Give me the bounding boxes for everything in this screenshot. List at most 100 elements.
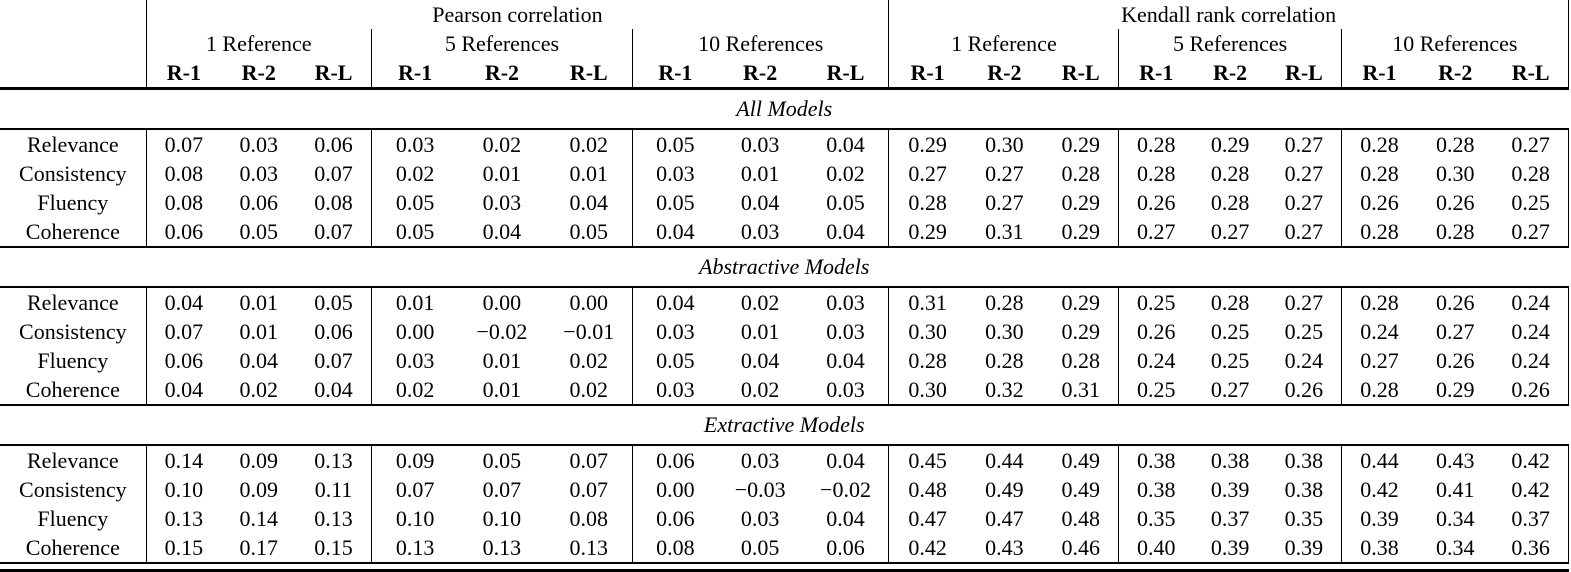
value-cell: 0.28 <box>1118 159 1194 188</box>
value-cell: 0.03 <box>239 160 278 186</box>
value-cell: 0.38 <box>1340 533 1418 564</box>
value-cell: 0.48 <box>888 475 966 504</box>
metric-header: R-1 <box>145 58 222 90</box>
metric-header: R-1 <box>1340 58 1418 90</box>
value-cell: 0.05 <box>370 217 459 247</box>
metric-header: R-2 <box>717 58 803 90</box>
value-cell: 0.03 <box>370 129 459 159</box>
value-cell: 0.24 <box>1493 346 1570 375</box>
value-cell: 0.04 <box>239 347 278 373</box>
value-cell: 0.00 <box>569 289 609 315</box>
value-cell: 0.27 <box>1493 217 1570 247</box>
value-cell: 0.13 <box>314 447 353 473</box>
metric-header: R-2 <box>221 58 297 90</box>
corner-cell <box>0 29 146 58</box>
value-cell: 0.43 <box>1436 447 1475 473</box>
table-row: Coherence 0.04 0.02 0.04 0.02 0.01 0.02 0.03 0.0… <box>0 375 1570 405</box>
value-cell: 0.06 <box>145 346 222 375</box>
value-cell: 0.04 <box>826 505 865 531</box>
value-cell: 0.05 <box>717 533 803 564</box>
value-cell: 0.30 <box>985 318 1024 344</box>
value-cell: 0.14 <box>239 505 278 531</box>
value-cell: 0.28 <box>1340 159 1418 188</box>
row-label: Coherence <box>25 376 120 402</box>
value-cell: 0.02 <box>569 376 609 402</box>
value-cell: 0.27 <box>1210 376 1250 402</box>
value-cell: 0.28 <box>985 289 1024 315</box>
value-cell: 0.34 <box>1417 533 1494 564</box>
value-cell: 0.03 <box>740 218 780 244</box>
value-cell: 0.02 <box>569 347 609 373</box>
row-label: Fluency <box>37 505 109 531</box>
value-cell: 0.06 <box>239 189 278 215</box>
value-cell: 0.24 <box>1493 317 1570 346</box>
value-cell: 0.05 <box>632 129 718 159</box>
value-cell: 0.25 <box>1493 188 1570 217</box>
value-cell: 0.02 <box>740 289 780 315</box>
metric-header: R-1 <box>888 58 966 90</box>
value-cell: 0.41 <box>1436 476 1475 502</box>
value-cell: 0.38 <box>1284 476 1324 502</box>
value-cell: 0.26 <box>1118 188 1194 217</box>
table-row: Consistency 0.10 0.09 0.11 0.07 0.07 0.07 0.00−… <box>0 475 1570 504</box>
value-cell: 0.28 <box>1210 160 1250 186</box>
value-cell: −0.03 <box>734 476 786 502</box>
value-cell: 0.27 <box>1340 346 1418 375</box>
value-cell: 0.32 <box>985 376 1024 402</box>
value-cell: 0.28 <box>888 346 966 375</box>
metric-header: R-1 <box>632 58 718 90</box>
value-cell: 0.06 <box>632 504 718 533</box>
metric-header: R-1 <box>1118 58 1194 90</box>
section-title: Abstractive Models <box>0 246 1569 288</box>
value-cell: 0.42 <box>1340 475 1418 504</box>
value-cell: 0.02 <box>826 160 865 186</box>
value-cell: −0.02 <box>820 476 871 502</box>
value-cell: 0.28 <box>1210 289 1250 315</box>
value-cell: 0.31 <box>985 218 1024 244</box>
value-cell: 0.04 <box>314 376 353 402</box>
value-cell: 0.30 <box>888 317 966 346</box>
metric-header: R-L <box>296 58 372 90</box>
group-header-row: Pearson correlation Kendall rank correla… <box>0 0 1569 29</box>
row-label: Relevance <box>27 131 119 157</box>
value-cell: 0.09 <box>239 447 278 473</box>
table-row: Consistency 0.08 0.03 0.07 0.02 0.01 0.01 0.03 0… <box>0 159 1570 188</box>
value-cell: 0.04 <box>482 218 522 244</box>
value-cell: 0.25 <box>1210 318 1250 344</box>
value-cell: 0.45 <box>888 445 966 475</box>
value-cell: 0.43 <box>965 533 1043 564</box>
value-cell: 0.04 <box>826 218 865 244</box>
value-cell: 0.30 <box>1436 160 1475 186</box>
value-cell: 0.07 <box>370 475 459 504</box>
row-label: Fluency <box>37 347 109 373</box>
value-cell: 0.02 <box>482 131 522 157</box>
value-cell: 0.29 <box>888 217 966 247</box>
row-label: Consistency <box>19 318 127 344</box>
row-label: Relevance <box>27 289 119 315</box>
value-cell: 0.04 <box>632 287 718 317</box>
value-cell: 0.05 <box>632 346 718 375</box>
value-cell: 0.39 <box>1193 533 1268 564</box>
value-cell: 0.04 <box>740 347 780 373</box>
value-cell: 0.00 <box>632 475 718 504</box>
table-row: Coherence 0.15 0.17 0.15 0.13 0.13 0.13 0.08 0.0… <box>0 533 1570 564</box>
value-cell: 0.29 <box>1061 289 1100 315</box>
value-cell: 0.06 <box>802 533 889 564</box>
value-cell: 0.03 <box>740 131 780 157</box>
value-cell: 0.26 <box>1493 375 1570 405</box>
value-cell: 0.27 <box>1284 131 1324 157</box>
table-row: Fluency 0.06 0.04 0.07 0.03 0.01 0.02 0.05 0.04 0… <box>0 346 1570 375</box>
value-cell: 0.31 <box>1061 376 1100 402</box>
reference-header-row: 1 Reference 5 References 10 References 1… <box>0 29 1570 58</box>
section-title-row: All Models <box>0 87 1569 130</box>
value-cell: 0.13 <box>145 504 222 533</box>
value-cell: −0.01 <box>563 318 615 344</box>
value-cell: 0.28 <box>1493 159 1570 188</box>
value-cell: 0.01 <box>239 318 278 344</box>
value-cell: 0.36 <box>1493 533 1570 564</box>
section-title-row: Abstractive Models <box>0 246 1569 288</box>
value-cell: 0.29 <box>888 129 966 159</box>
value-cell: 0.03 <box>826 376 865 402</box>
group-header-kendall: Kendall rank correlation <box>888 0 1569 29</box>
value-cell: 0.40 <box>1118 533 1194 564</box>
